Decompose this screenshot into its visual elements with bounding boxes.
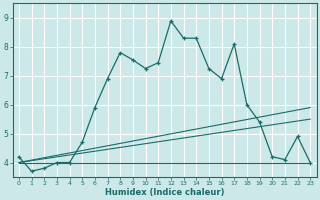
X-axis label: Humidex (Indice chaleur): Humidex (Indice chaleur) bbox=[105, 188, 224, 197]
